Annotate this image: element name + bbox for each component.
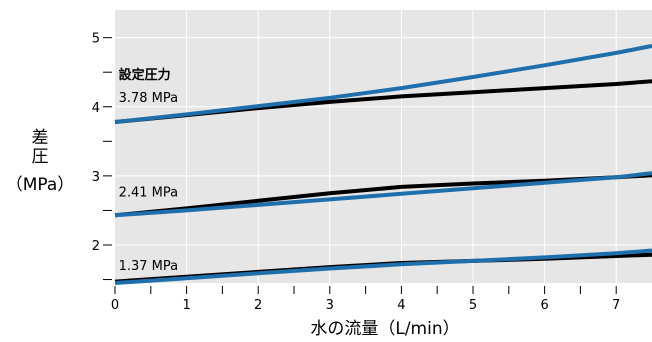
series-layer [114,43,652,285]
y-tick-label: 2 [92,239,100,254]
x-tick-label: 3 [326,298,334,313]
y-axis-title-line: 圧 [32,147,49,167]
y-axis-title: 差圧 （MPa） [6,128,75,195]
x-tick-label: 2 [254,298,262,313]
x-tick-label: 6 [540,298,548,313]
series-line [114,171,652,218]
y-axis-title-line: （MPa） [6,175,75,195]
annotation-layer: 設定圧力 3.78 MPa 2.41 MPa 1.37 MPa [119,67,179,274]
annotation-label: 1.37 MPa [119,259,179,274]
x-axis: 0 1 2 3 4 5 6 7 [111,286,620,313]
grid [115,10,652,283]
x-axis-title: 水の流量（L/min） [310,319,459,339]
series-line [114,248,652,285]
series-line [114,43,652,124]
x-tick-label: 0 [111,298,119,313]
x-tick-label: 1 [182,298,190,313]
x-tick-label: 4 [397,298,405,313]
y-tick-label: 5 [92,32,100,47]
plot-background [115,10,652,283]
x-tick-label: 5 [469,298,477,313]
annotation-label: 3.78 MPa [119,91,179,106]
y-axis-title-line: 差 [32,128,49,148]
y-tick-label: 3 [92,170,100,185]
annotation-label: 設定圧力 [119,67,171,83]
y-tick-label: 4 [92,101,100,116]
y-axis: 2 3 4 5 [92,32,112,281]
x-tick-label: 7 [612,298,620,313]
annotation-label: 2.41 MPa [119,186,179,201]
